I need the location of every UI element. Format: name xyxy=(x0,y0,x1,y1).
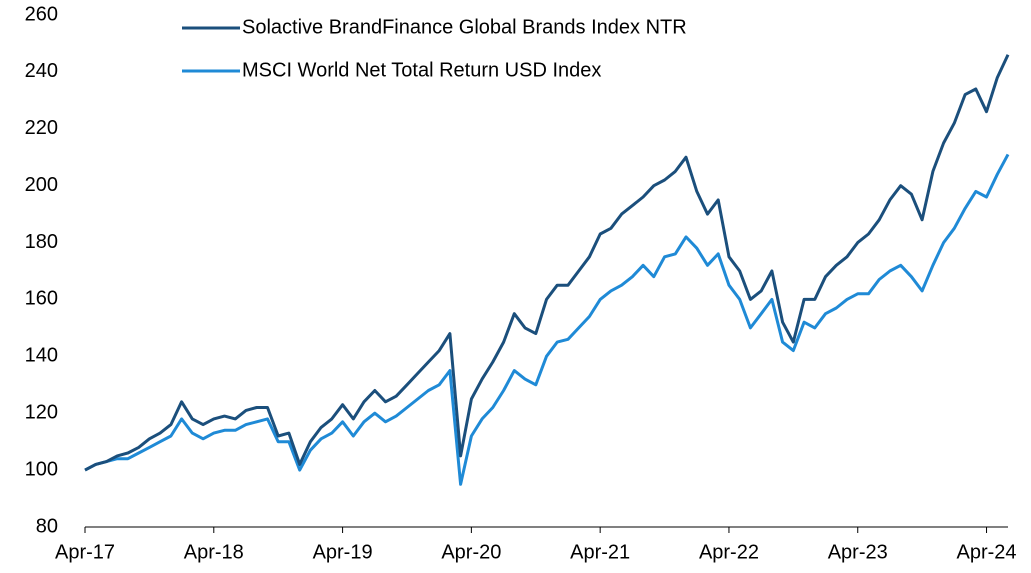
y-tick-label: 80 xyxy=(36,515,58,537)
y-tick-label: 100 xyxy=(25,458,58,480)
y-tick-label: 260 xyxy=(25,3,58,25)
y-tick-label: 200 xyxy=(25,174,58,196)
legend-label: Solactive BrandFinance Global Brands Ind… xyxy=(242,16,687,38)
y-tick-label: 120 xyxy=(25,402,58,424)
x-tick-label: Apr-17 xyxy=(55,541,115,563)
x-tick-label: Apr-22 xyxy=(699,541,759,563)
x-tick-label: Apr-18 xyxy=(184,541,244,563)
x-tick-label: Apr-23 xyxy=(828,541,888,563)
x-tick-label: Apr-21 xyxy=(570,541,630,563)
y-tick-label: 240 xyxy=(25,60,58,82)
series-line xyxy=(84,153,1010,486)
y-tick-label: 140 xyxy=(25,345,58,367)
y-tick-label: 160 xyxy=(25,288,58,310)
x-tick-label: Apr-19 xyxy=(313,541,373,563)
x-tick-label: Apr-20 xyxy=(441,541,501,563)
series-line xyxy=(84,54,1010,472)
y-tick-label: 220 xyxy=(25,117,58,139)
legend-label: MSCI World Net Total Return USD Index xyxy=(242,59,601,81)
y-tick-label: 180 xyxy=(25,231,58,253)
x-tick-label: Apr-24 xyxy=(957,541,1017,563)
